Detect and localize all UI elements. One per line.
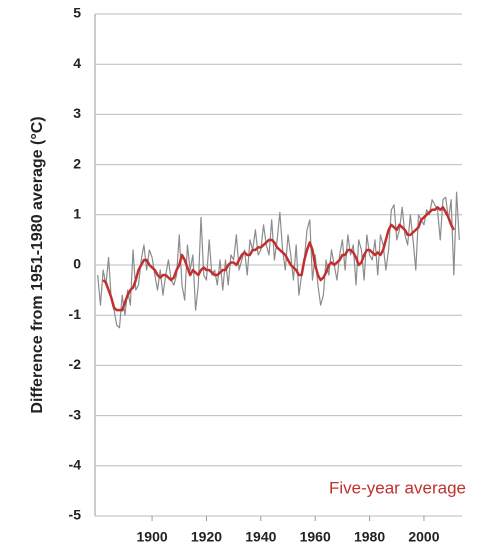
x-tick-label: 1980 <box>354 529 385 545</box>
x-tick-label: 1960 <box>300 529 331 545</box>
x-tick-label: 1920 <box>191 529 222 545</box>
annotation: Five-year average <box>329 478 466 497</box>
y-tick-label: 4 <box>73 55 81 71</box>
x-tick-label: 1940 <box>245 529 276 545</box>
y-tick-label: -4 <box>69 457 82 473</box>
x-tick-label: 2000 <box>408 529 439 545</box>
y-tick-label: 2 <box>73 155 81 171</box>
series-line <box>97 191 460 329</box>
y-tick-label: -2 <box>69 356 82 372</box>
y-tick-label: -1 <box>69 306 82 322</box>
series-line <box>102 206 455 312</box>
x-tick-label: 1900 <box>137 529 168 545</box>
y-tick-label: 1 <box>73 206 81 222</box>
y-tick-label: 3 <box>73 105 81 121</box>
y-tick-label: -3 <box>69 406 82 422</box>
y-axis-label: Difference from 1951-1980 average (°C) <box>29 116 46 413</box>
y-tick-label: 0 <box>73 256 81 272</box>
y-tick-label: -5 <box>69 507 82 523</box>
y-tick-label: 5 <box>73 5 81 21</box>
